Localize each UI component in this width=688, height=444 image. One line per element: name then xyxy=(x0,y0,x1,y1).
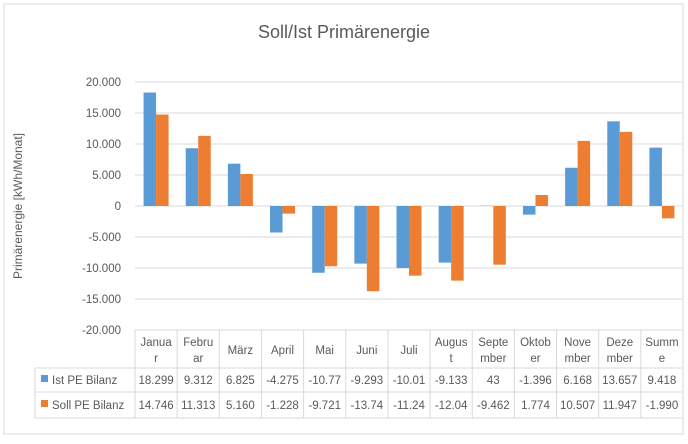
x-tick-label: April xyxy=(271,345,294,357)
x-tick-label: März xyxy=(228,345,254,357)
bar-ist-oktober xyxy=(523,206,536,215)
bar-soll-januar xyxy=(156,115,169,206)
data-label: -12.04 xyxy=(435,400,468,412)
bar-soll-summe xyxy=(662,206,675,218)
bar-soll-juni xyxy=(367,206,380,291)
bar-soll-dezember xyxy=(620,132,633,206)
bar-ist-märz xyxy=(228,164,241,206)
bar-soll-september xyxy=(493,206,506,265)
bar-ist-mai xyxy=(312,206,325,273)
data-label: -10.77 xyxy=(308,375,341,387)
data-label: -9.293 xyxy=(351,375,384,387)
y-tick-label: -20.000 xyxy=(82,325,121,337)
legend-label-soll: Soll PE Bilanz xyxy=(52,400,124,412)
bar-ist-april xyxy=(270,206,283,233)
data-label: -13.74 xyxy=(351,400,384,412)
x-tick-label: Oktob xyxy=(520,337,551,349)
y-axis-label: Primärenergie [kWh/Monat] xyxy=(11,133,25,279)
data-label: -1.396 xyxy=(519,375,552,387)
data-label: 5.160 xyxy=(226,400,255,412)
x-tick-label: Augus xyxy=(435,337,468,349)
bar-ist-juni xyxy=(354,206,367,264)
bar-soll-mai xyxy=(325,206,338,266)
data-label: -1.990 xyxy=(646,400,679,412)
data-label: 18.299 xyxy=(138,375,173,387)
x-tick-label: Juli xyxy=(400,345,417,357)
x-tick-label: mber xyxy=(607,353,633,365)
x-tick-label: Summ xyxy=(645,337,678,349)
bar-ist-juli xyxy=(397,206,410,268)
x-tick-label: Nove xyxy=(564,337,591,349)
bar-soll-juli xyxy=(409,206,422,276)
data-label: 43 xyxy=(487,375,500,387)
data-label: -9.133 xyxy=(435,375,468,387)
data-label: 11.947 xyxy=(603,400,637,412)
y-tick-label: -10.000 xyxy=(82,263,121,275)
data-label: -10.01 xyxy=(393,375,426,387)
data-label: 13.657 xyxy=(602,375,637,387)
y-tick-label: -15.000 xyxy=(82,294,121,306)
bar-ist-dezember xyxy=(607,121,620,206)
x-tick-label: Janua xyxy=(140,337,172,349)
legend-label-ist: Ist PE Bilanz xyxy=(52,375,117,387)
bar-ist-november xyxy=(565,168,578,206)
legend-swatch-soll xyxy=(41,400,48,407)
x-tick-label: ar xyxy=(193,353,203,365)
legend-swatch-ist xyxy=(41,375,48,382)
data-label: -9.462 xyxy=(477,400,510,412)
data-label: 6.168 xyxy=(563,375,592,387)
data-label: -11.24 xyxy=(393,400,425,412)
data-label: 1.774 xyxy=(521,400,550,412)
data-label: -9.721 xyxy=(308,400,341,412)
bar-ist-summe xyxy=(649,148,662,206)
data-label: 9.418 xyxy=(648,375,677,387)
y-tick-label: 5.000 xyxy=(92,170,121,182)
y-tick-label: -5.000 xyxy=(88,232,121,244)
x-tick-label: mber xyxy=(565,353,591,365)
bar-soll-februar xyxy=(198,136,211,206)
x-tick-label: r xyxy=(154,353,158,365)
data-label: -4.275 xyxy=(266,375,299,387)
x-tick-label: Septe xyxy=(478,337,508,349)
bar-ist-januar xyxy=(144,93,157,206)
x-tick-label: Juni xyxy=(356,345,377,357)
data-label: -1.228 xyxy=(266,400,299,412)
x-tick-label: e xyxy=(659,353,665,365)
x-tick-label: er xyxy=(530,353,540,365)
bar-soll-november xyxy=(578,141,591,206)
x-tick-label: mber xyxy=(480,353,506,365)
data-label: 11.313 xyxy=(181,400,215,412)
chart-title: Soll/Ist Primärenergie xyxy=(258,22,430,42)
x-tick-label: Febru xyxy=(183,337,213,349)
x-tick-label: Mai xyxy=(315,345,334,357)
bar-ist-august xyxy=(439,206,452,263)
y-tick-label: 0 xyxy=(115,201,121,213)
bar-soll-august xyxy=(451,206,464,281)
data-label: 9.312 xyxy=(184,375,213,387)
data-label: 14.746 xyxy=(138,400,173,412)
chart-border xyxy=(4,4,683,434)
y-tick-label: 10.000 xyxy=(86,139,121,151)
y-tick-label: 20.000 xyxy=(86,77,121,89)
data-label: 10.507 xyxy=(560,400,595,412)
bar-soll-april xyxy=(283,206,296,214)
bar-ist-februar xyxy=(186,148,199,206)
bar-soll-märz xyxy=(240,174,253,206)
y-tick-label: 15.000 xyxy=(86,108,121,120)
bar-soll-oktober xyxy=(535,195,548,206)
x-tick-label: Deze xyxy=(606,337,633,349)
data-label: 6.825 xyxy=(226,375,255,387)
